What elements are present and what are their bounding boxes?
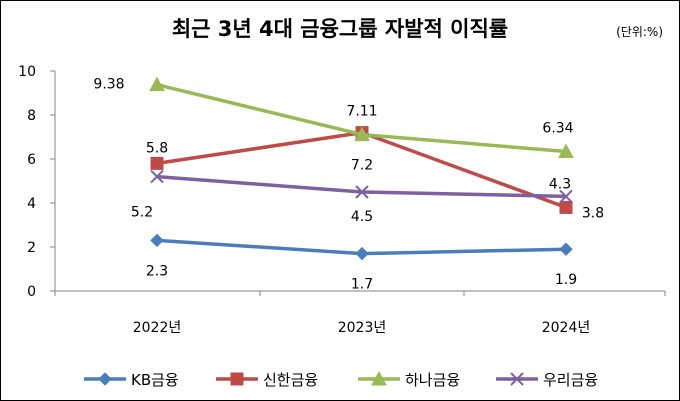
- series-layer: [149, 76, 574, 261]
- x-tick-label: 2022년: [133, 320, 182, 336]
- data-point-hana: [149, 76, 165, 92]
- legend-label: 하나금융: [405, 371, 460, 389]
- data-label-kb: 2.3: [146, 263, 168, 279]
- y-tick-label: 8: [27, 108, 36, 124]
- legend-label: KB금융: [131, 371, 179, 389]
- marker-stroke: [559, 189, 573, 204]
- data-label-woori: 4.3: [549, 176, 571, 192]
- data-label-shinhan: 5.8: [146, 140, 168, 156]
- y-tick-label: 0: [27, 284, 36, 300]
- data-label-hana: 9.38: [93, 77, 124, 93]
- x-tick-label: 2024년: [542, 320, 591, 336]
- data-point-kb: [150, 233, 164, 248]
- data-point-shinhan: [559, 200, 573, 214]
- data-label-kb: 1.7: [351, 277, 373, 293]
- y-tick-label: 4: [27, 196, 36, 212]
- y-tick-label: 6: [27, 152, 36, 168]
- data-label-woori: 4.5: [351, 209, 373, 225]
- data-point-hana: [558, 143, 574, 159]
- legend-label: 신한금융: [263, 371, 318, 389]
- legend-marker: [98, 372, 112, 386]
- data-point-woori: [355, 185, 369, 199]
- data-point-kb: [559, 242, 573, 256]
- y-axis-ticks: 0 2 4 6 8 10: [18, 64, 55, 300]
- legend-item-shinhan: 신한금융: [216, 371, 318, 389]
- x-tick-label: 2023년: [338, 320, 387, 336]
- data-point-woori: [150, 169, 164, 184]
- data-point-hana: [354, 126, 370, 142]
- data-point-woori: [559, 189, 573, 204]
- unit-label: (단위:%): [616, 25, 663, 39]
- legend-marker: [230, 372, 244, 386]
- legend-marker: [371, 370, 387, 386]
- data-label-shinhan: 3.8: [582, 205, 604, 221]
- data-label-hana: 7.11: [346, 104, 377, 120]
- axes: [54, 71, 665, 292]
- marker-stroke: [510, 372, 524, 386]
- data-point-kb: [355, 246, 369, 261]
- chart-title: 최근 3년 4대 금융그룹 자발적 이직률: [172, 17, 508, 41]
- legend-item-kb: KB금융: [84, 371, 179, 389]
- marker-stroke: [150, 169, 164, 184]
- x-axis-ticks: 2022년 2023년 2024년: [54, 291, 666, 336]
- data-label-woori: 5.2: [131, 205, 153, 221]
- legend-item-woori: 우리금융: [496, 371, 598, 389]
- y-tick-label: 10: [18, 64, 36, 80]
- data-label-hana: 6.34: [542, 121, 573, 137]
- legend: KB금융 신한금융 하나금융 우리금융: [84, 370, 598, 389]
- data-label-shinhan: 7.2: [351, 158, 373, 174]
- legend-item-hana: 하나금융: [358, 370, 460, 389]
- marker-stroke: [355, 185, 369, 199]
- legend-label: 우리금융: [543, 371, 598, 389]
- data-labels: 2.3 1.7 1.9 5.8 7.2 3.8 9.38 7.11 6.34 5.2 4.5 4.3: [93, 77, 604, 293]
- legend-marker: [510, 372, 524, 386]
- data-label-kb: 1.9: [555, 272, 577, 288]
- y-tick-label: 2: [27, 240, 36, 256]
- data-point-shinhan: [150, 156, 164, 170]
